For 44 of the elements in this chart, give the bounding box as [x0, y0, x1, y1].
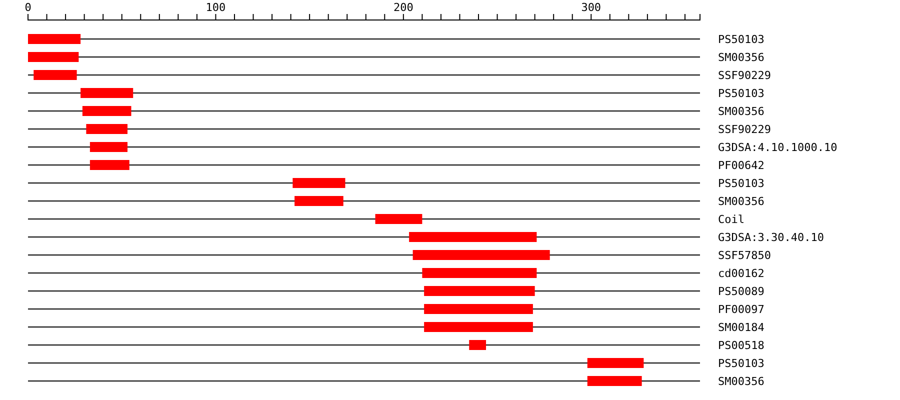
y-tick-label: SM00356	[718, 195, 764, 208]
x-tick-label: 200	[393, 1, 414, 14]
y-tick-label: G3DSA:4.10.1000.10	[718, 141, 838, 154]
y-tick-label: PS50103	[718, 357, 764, 370]
bar	[424, 304, 533, 314]
y-tick-label: SM00356	[718, 105, 764, 118]
y-tick-label: cd00162	[718, 267, 764, 280]
y-tick-label: SSF90229	[718, 123, 771, 136]
bar	[409, 232, 537, 242]
x-tick-label: 100	[206, 1, 226, 14]
y-tick-label: PS50103	[718, 33, 764, 46]
bar	[375, 214, 422, 224]
bar	[90, 142, 128, 152]
y-tick-label: SSF90229	[718, 69, 771, 82]
bar	[424, 286, 535, 296]
bar	[294, 196, 344, 206]
y-tick-label: Coil	[718, 213, 744, 226]
bar	[422, 268, 537, 278]
y-tick-label: PS00518	[718, 339, 764, 352]
bar	[424, 322, 533, 332]
y-tick-label: SM00356	[718, 51, 764, 64]
bar	[28, 52, 79, 62]
bar	[90, 160, 130, 170]
bar	[587, 376, 642, 386]
y-tick-label: PS50103	[718, 87, 764, 100]
x-tick-label: 0	[24, 1, 32, 14]
y-tick-label: PS50103	[718, 177, 764, 190]
bar	[412, 250, 550, 260]
bar	[82, 106, 132, 116]
y-tick-label: PS50089	[718, 285, 764, 298]
y-tick-label: G3DSA:3.30.40.10	[718, 231, 824, 244]
y-tick-label: PF00642	[718, 159, 764, 172]
bar	[34, 70, 77, 80]
bar	[292, 178, 346, 188]
bar	[86, 124, 128, 134]
y-tick-label: SSF57850	[718, 249, 771, 262]
bar	[587, 358, 644, 368]
x-tick-label: 300	[581, 1, 602, 14]
bar	[28, 34, 81, 44]
bar	[469, 340, 486, 350]
y-tick-label: SM00356	[718, 375, 764, 388]
y-tick-label: PF00097	[718, 303, 764, 316]
bar	[80, 88, 134, 98]
y-tick-label: SM00184	[718, 321, 765, 334]
